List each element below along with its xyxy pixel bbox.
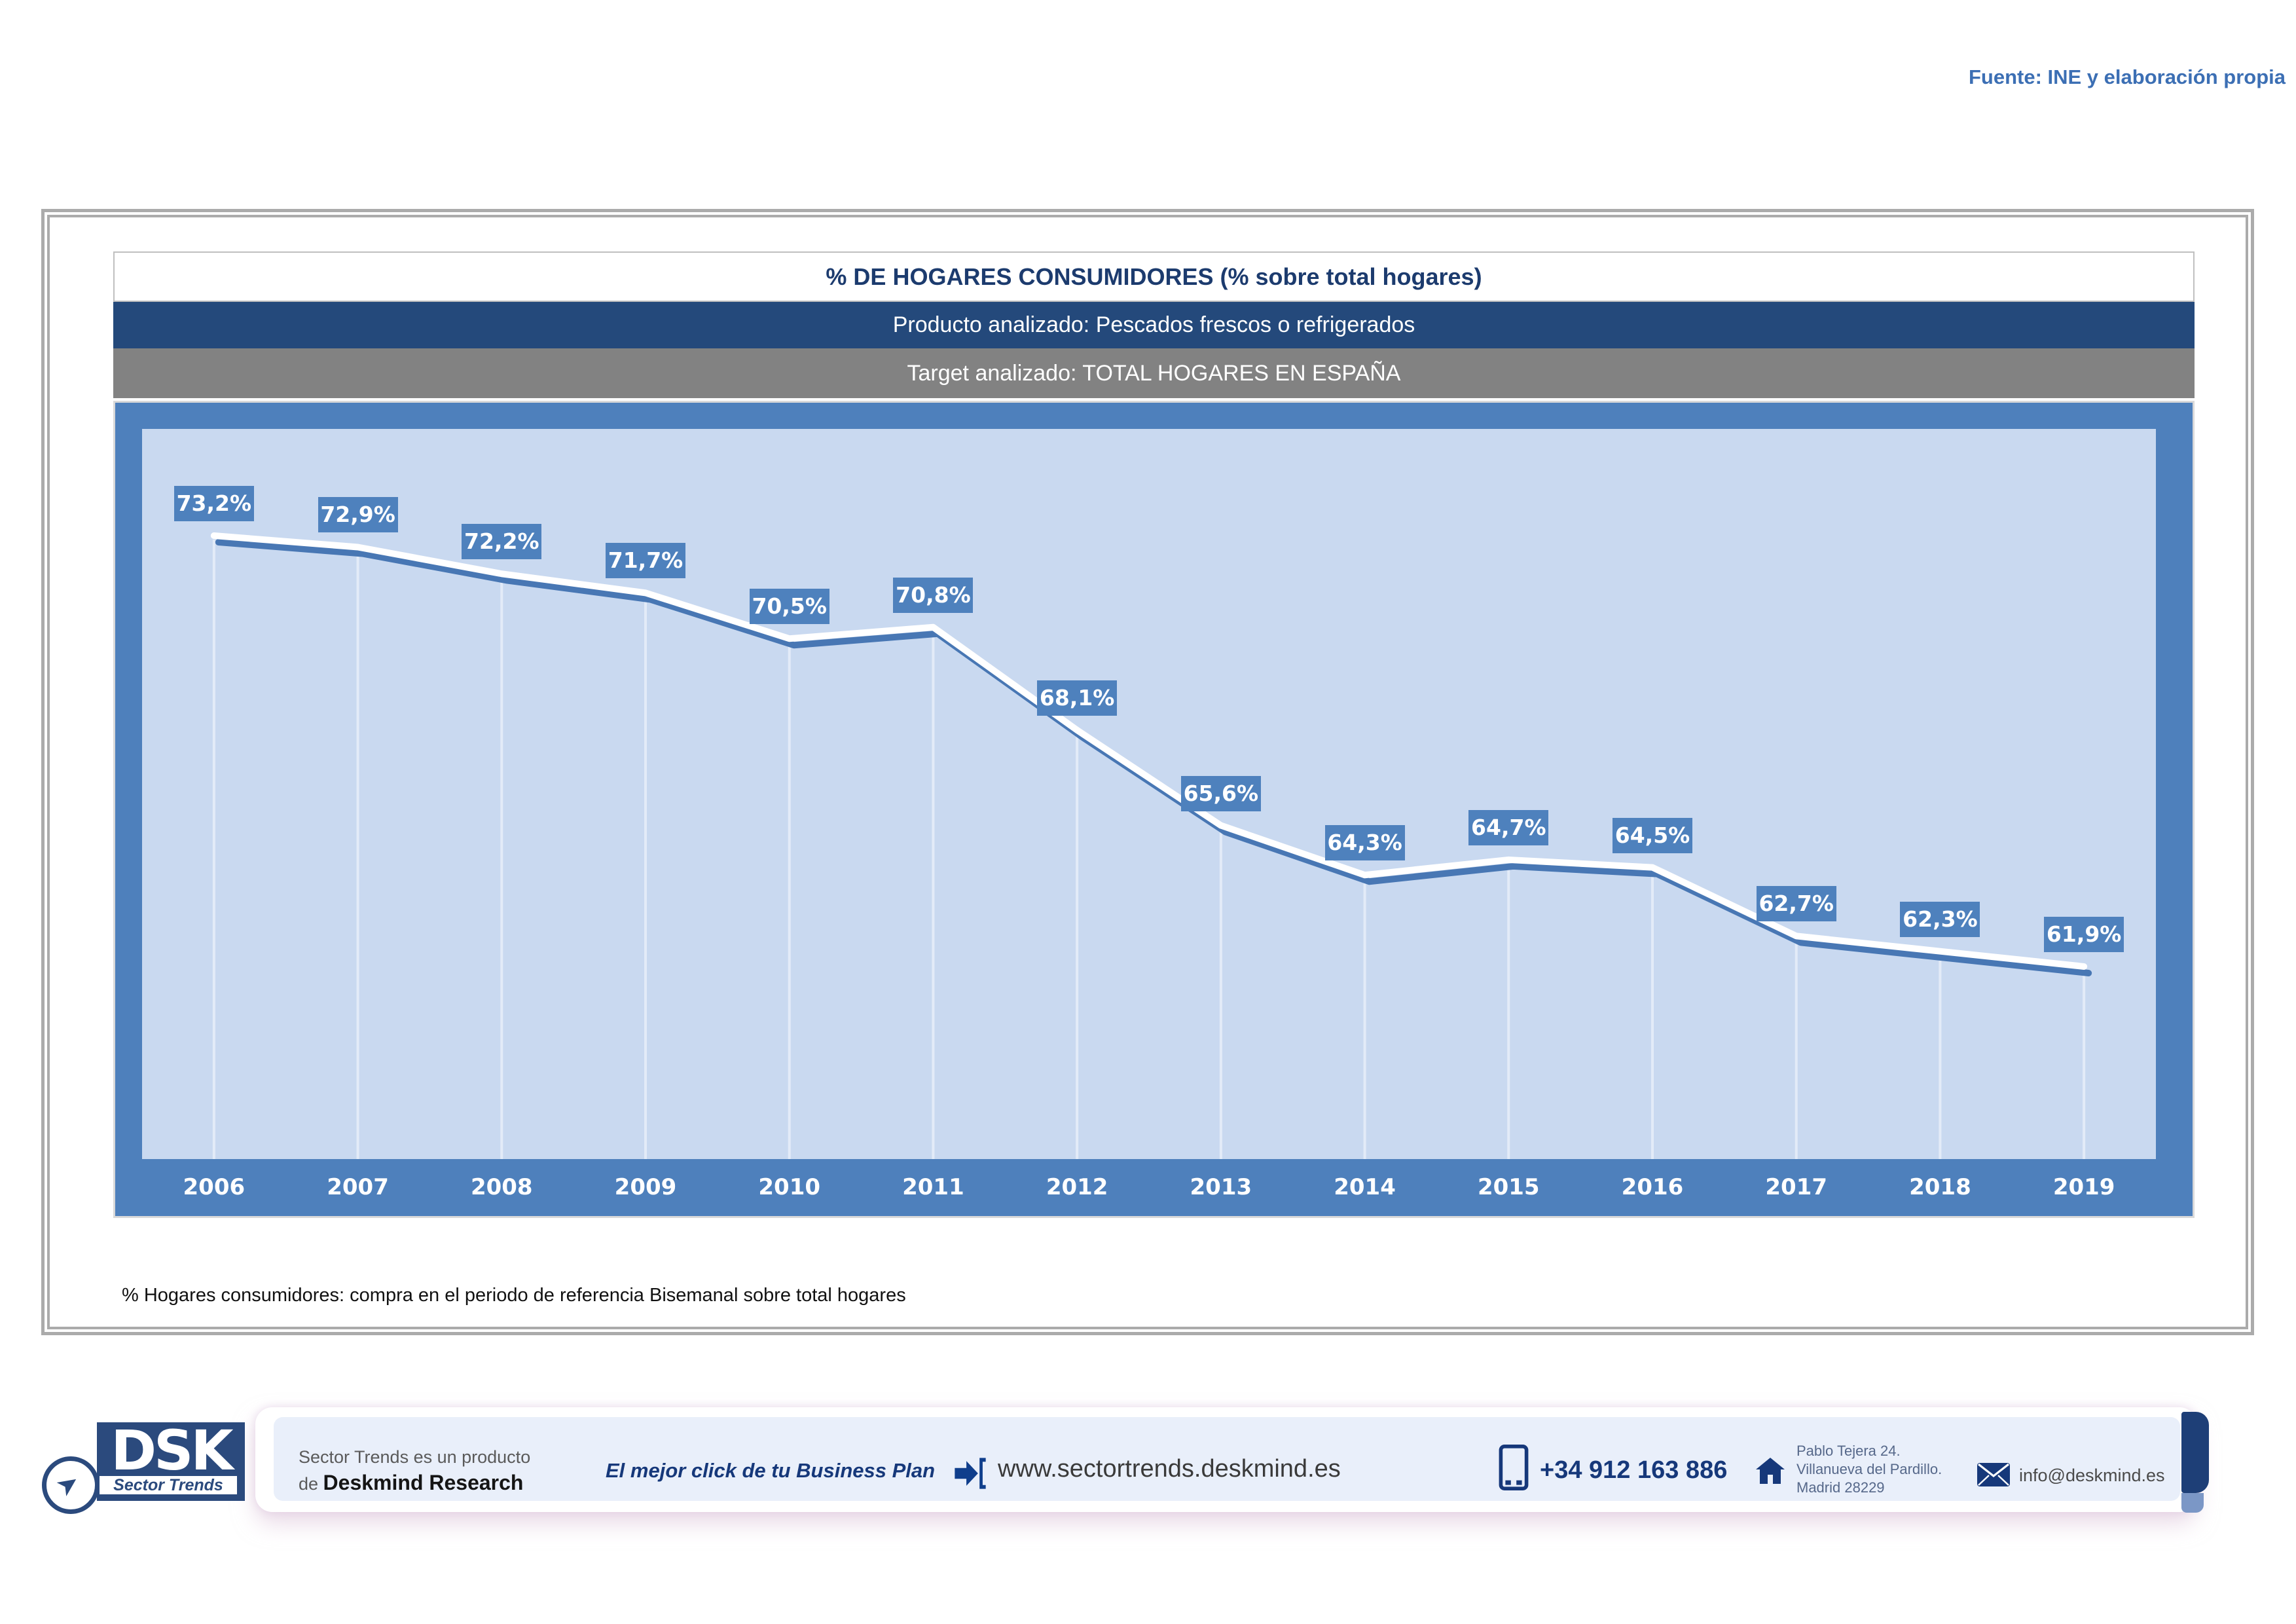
brand-line-1: Sector Trends es un producto [299,1447,531,1467]
data-label-2014: 64,3% [1324,825,1405,861]
report-frame [41,209,2254,1335]
data-label-2013: 65,6% [1180,775,1261,811]
data-label-2010: 70,5% [749,589,829,625]
phone-icon [1499,1445,1529,1490]
x-tick-2019: 2019 [2052,1174,2115,1200]
x-tick-2006: 2006 [183,1174,246,1200]
dsk-logo-strip: Sector Trends [100,1476,237,1494]
brand-line-2-prefix: de [299,1474,323,1494]
plane-icon: ➤ [50,1466,86,1503]
address-line-1: Pablo Tejera 24. [1796,1443,1901,1459]
product-label: Producto analizado: Pescados frescos o r… [892,312,1415,337]
x-tick-2009: 2009 [614,1174,677,1200]
envelope-icon [1977,1463,2010,1486]
x-tick-2017: 2017 [1765,1174,1828,1200]
footer-panel [274,1417,2180,1501]
x-tick-2018: 2018 [1909,1174,1971,1200]
target-bar: Target analizado: TOTAL HOGARES EN ESPAÑ… [113,348,2195,398]
brand-name: Deskmind Research [323,1471,524,1494]
source-note: Fuente: INE y elaboración propia [1968,65,2286,88]
data-label-2016: 64,5% [1613,817,1692,853]
address: Pablo Tejera 24. Villanueva del Pardillo… [1796,1442,1942,1497]
trend-line [210,532,2088,970]
footer-side-tab [2181,1412,2209,1493]
brand-line-2: de Deskmind Research [299,1471,523,1495]
x-tick-2016: 2016 [1621,1174,1684,1200]
chart-title-bar: % DE HOGARES CONSUMIDORES (% sobre total… [113,251,2195,302]
home-icon [1756,1458,1785,1484]
data-label-2007: 72,9% [318,497,398,533]
chart-area: 73,2% 72,9% 72,2% 71,7% 70,5% 70,8% 68,1% 65,6%… [113,401,2195,1218]
trend-svg [210,532,2092,1159]
data-label-2017: 62,7% [1756,886,1836,922]
footer-side-tab-accent [2181,1493,2204,1513]
x-tick-2014: 2014 [1334,1174,1396,1200]
phone-number: +34 912 163 886 [1540,1456,1728,1484]
data-label-2015: 64,7% [1468,809,1549,845]
x-tick-2013: 2013 [1190,1174,1252,1200]
website-link[interactable]: www.sectortrends.deskmind.es [998,1455,1341,1483]
email-link[interactable]: info@deskmind.es [2019,1466,2165,1485]
address-line-3: Madrid 28229 [1796,1479,1885,1496]
data-label-2012: 68,1% [1037,680,1118,716]
tagline: El mejor click de tu Business Plan [606,1459,936,1482]
data-label-2018: 62,3% [1900,901,1980,937]
x-tick-2011: 2011 [902,1174,964,1200]
report-frame-inner [47,215,2248,1329]
address-line-2: Villanueva del Pardillo. [1796,1461,1942,1477]
footnote: % Hogares consumidores: compra en el per… [122,1285,906,1306]
x-tick-2008: 2008 [470,1174,533,1200]
dsk-logo-text: DSK [111,1418,233,1483]
product-bar: Producto analizado: Pescados frescos o r… [113,302,2195,348]
x-tick-2015: 2015 [1477,1174,1540,1200]
data-label-2019: 61,9% [2044,916,2124,952]
data-label-2008: 72,2% [462,524,542,560]
target-label: Target analizado: TOTAL HOGARES EN ESPAÑ… [907,361,1401,386]
sector-trends-label: Sector Trends [113,1476,223,1494]
data-label-2011: 70,8% [893,577,974,613]
dsk-logo: DSK Sector Trends [97,1418,245,1501]
chart-title: % DE HOGARES CONSUMIDORES (% sobre total… [826,263,1482,290]
x-tick-2007: 2007 [327,1174,389,1200]
dsk-logo-circle: ➤ [42,1456,100,1514]
plot-area: 73,2% 72,9% 72,2% 71,7% 70,5% 70,8% 68,1% 65,6%… [142,429,2156,1159]
enter-arrow-icon [955,1458,986,1489]
data-label-2009: 71,7% [606,543,685,579]
x-tick-2010: 2010 [758,1174,821,1200]
data-label-2006: 73,2% [173,486,254,522]
x-tick-2012: 2012 [1046,1174,1108,1200]
